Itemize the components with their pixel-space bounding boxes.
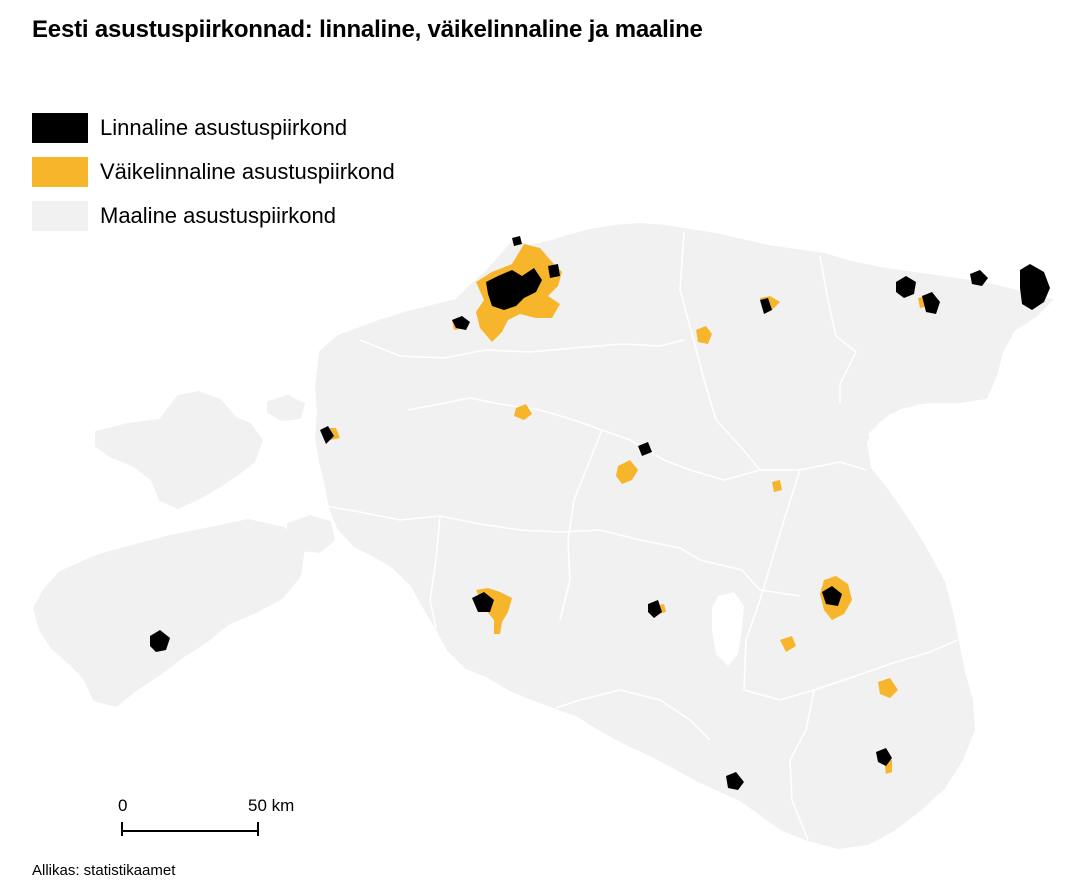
scale-start-label: 0 xyxy=(118,796,128,815)
legend-swatch-small-urban xyxy=(32,157,88,187)
lake-peipus xyxy=(868,404,1002,478)
county-border xyxy=(325,505,601,533)
county-border xyxy=(789,689,815,841)
scale-end-label: 50 km xyxy=(248,796,295,815)
legend-label-urban: Linnaline asustuspiirkond xyxy=(100,115,348,140)
county-border xyxy=(559,429,603,621)
mainland xyxy=(314,222,1054,850)
urban-area-maardu xyxy=(452,316,470,330)
small-urban-area xyxy=(696,326,712,344)
urban-area-voru xyxy=(876,748,892,766)
county-border xyxy=(819,255,858,404)
legend-item-rural: Maaline asustuspiirkond xyxy=(32,194,395,238)
urban-area-viljandi xyxy=(648,600,662,618)
legend: Linnaline asustuspiirkond Väikelinnaline… xyxy=(32,106,395,238)
county-border xyxy=(599,529,801,597)
small-urban-area xyxy=(616,460,638,484)
urban-area-kohtla-jarve xyxy=(970,270,988,286)
legend-item-urban: Linnaline asustuspiirkond xyxy=(32,106,395,150)
map-title: Eesti asustuspiirkonnad: linnaline, väik… xyxy=(32,16,703,43)
source-note: Allikas: statistikaamet xyxy=(32,862,176,879)
urban-area-paide xyxy=(638,442,652,456)
urban-area xyxy=(512,236,522,246)
small-urban-area xyxy=(780,636,796,652)
muhu-island xyxy=(287,514,336,554)
county-border xyxy=(429,515,441,629)
urban-area-narva xyxy=(1020,264,1050,310)
legend-swatch-rural xyxy=(32,201,88,231)
county-border xyxy=(555,689,711,741)
legend-label-small-urban: Väikelinnaline asustuspiirkond xyxy=(100,159,395,184)
vormsi-island xyxy=(267,394,306,422)
urban-area-valga xyxy=(726,772,744,790)
scale-tick-end xyxy=(257,822,259,836)
scale-bar: 0 50 km xyxy=(118,794,318,844)
county-border xyxy=(743,469,801,691)
urban-area-kunda xyxy=(896,276,916,298)
legend-label-rural: Maaline asustuspiirkond xyxy=(100,203,337,228)
lake-vortsjarv xyxy=(712,592,744,666)
saaremaa-island xyxy=(32,518,306,708)
small-urban-area xyxy=(514,404,532,420)
urban-areas xyxy=(150,236,1050,790)
scale-tick-start xyxy=(121,822,123,836)
urban-area-tallinn xyxy=(486,268,542,310)
county-border xyxy=(679,231,761,471)
urban-area-rakvere xyxy=(760,298,772,314)
urban-area-parnu xyxy=(472,592,494,612)
scale-line xyxy=(122,830,259,832)
urban-area-tartu xyxy=(822,586,842,606)
county-borders xyxy=(325,231,959,841)
small-urban-area xyxy=(878,678,898,698)
legend-swatch-urban xyxy=(32,113,88,143)
hiiumaa-island xyxy=(95,390,264,510)
small-urban-area xyxy=(772,480,782,492)
county-border xyxy=(359,339,685,359)
urban-area-haapsalu xyxy=(320,426,334,444)
urban-area-johvi xyxy=(922,292,940,314)
urban-area xyxy=(548,264,560,278)
lakes xyxy=(712,404,1002,666)
urban-area-kuressaare xyxy=(150,630,170,652)
legend-item-small-urban: Väikelinnaline asustuspiirkond xyxy=(32,150,395,194)
county-border xyxy=(743,639,959,701)
rural-areas xyxy=(32,222,1054,850)
county-border xyxy=(407,397,603,431)
